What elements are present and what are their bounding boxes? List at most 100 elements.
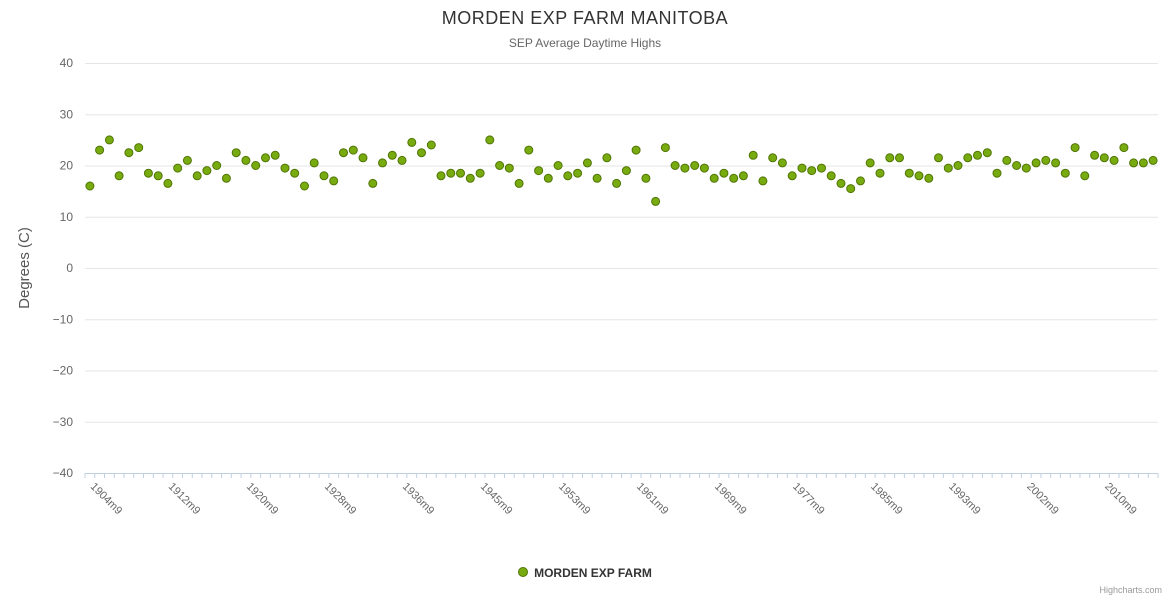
data-point[interactable]: [709, 173, 719, 183]
data-point[interactable]: [163, 178, 173, 188]
data-point[interactable]: [280, 163, 290, 173]
data-point[interactable]: [1051, 158, 1061, 168]
data-point[interactable]: [514, 178, 524, 188]
data-point[interactable]: [1138, 158, 1148, 168]
highcharts-credits[interactable]: Highcharts.com: [1099, 585, 1162, 595]
data-point[interactable]: [153, 171, 163, 181]
data-point[interactable]: [1041, 155, 1051, 165]
data-point[interactable]: [231, 148, 241, 158]
data-point[interactable]: [592, 173, 602, 183]
data-point[interactable]: [612, 178, 622, 188]
data-point[interactable]: [1031, 158, 1041, 168]
data-point[interactable]: [934, 153, 943, 163]
data-point[interactable]: [651, 196, 661, 206]
data-point[interactable]: [1119, 143, 1129, 153]
data-point[interactable]: [1060, 168, 1070, 178]
data-point[interactable]: [114, 171, 124, 181]
data-point[interactable]: [846, 184, 856, 194]
data-point[interactable]: [358, 153, 368, 163]
data-point[interactable]: [85, 181, 95, 191]
data-point[interactable]: [817, 163, 826, 173]
data-point[interactable]: [836, 178, 846, 188]
data-point[interactable]: [1021, 163, 1031, 173]
data-point[interactable]: [904, 168, 914, 178]
data-point[interactable]: [943, 163, 953, 173]
data-point[interactable]: [290, 168, 300, 178]
data-point[interactable]: [631, 145, 641, 155]
data-point[interactable]: [856, 176, 865, 186]
data-point[interactable]: [397, 155, 407, 165]
data-point[interactable]: [563, 171, 573, 181]
data-point[interactable]: [543, 173, 553, 183]
data-point[interactable]: [182, 155, 192, 165]
data-point[interactable]: [1099, 153, 1109, 163]
data-point[interactable]: [602, 153, 612, 163]
data-point[interactable]: [748, 150, 758, 160]
data-point[interactable]: [621, 166, 631, 176]
data-point[interactable]: [270, 150, 280, 160]
data-point[interactable]: [407, 137, 417, 147]
data-point[interactable]: [982, 148, 992, 158]
data-point[interactable]: [1090, 150, 1100, 160]
data-point[interactable]: [885, 153, 895, 163]
data-point[interactable]: [485, 135, 495, 145]
data-point[interactable]: [875, 168, 885, 178]
data-point[interactable]: [173, 163, 183, 173]
data-point[interactable]: [865, 158, 875, 168]
data-point[interactable]: [1129, 158, 1139, 168]
data-point[interactable]: [456, 168, 465, 178]
data-point[interactable]: [787, 171, 797, 181]
data-point[interactable]: [426, 140, 436, 150]
data-point[interactable]: [670, 161, 680, 170]
data-point[interactable]: [1109, 155, 1119, 165]
data-point[interactable]: [1070, 143, 1080, 153]
data-point[interactable]: [465, 173, 475, 183]
data-point[interactable]: [495, 161, 505, 170]
data-point[interactable]: [524, 145, 534, 155]
data-point[interactable]: [738, 171, 748, 181]
data-point[interactable]: [553, 161, 563, 170]
data-point[interactable]: [387, 150, 397, 160]
data-point[interactable]: [690, 161, 700, 170]
data-point[interactable]: [719, 168, 729, 178]
data-point[interactable]: [660, 143, 670, 153]
data-point[interactable]: [475, 168, 485, 178]
data-point[interactable]: [797, 163, 807, 173]
data-point[interactable]: [319, 171, 329, 181]
data-point[interactable]: [953, 161, 963, 170]
data-point[interactable]: [729, 173, 739, 183]
data-point[interactable]: [573, 168, 583, 178]
data-point[interactable]: [914, 171, 924, 181]
data-point[interactable]: [699, 163, 709, 173]
data-point[interactable]: [95, 145, 105, 155]
data-point[interactable]: [777, 158, 787, 168]
data-point[interactable]: [309, 158, 319, 168]
data-point[interactable]: [992, 168, 1002, 178]
data-point[interactable]: [261, 153, 270, 163]
data-point[interactable]: [104, 135, 114, 145]
data-point[interactable]: [241, 155, 251, 165]
data-point[interactable]: [641, 173, 651, 183]
data-point[interactable]: [1002, 155, 1012, 165]
data-point[interactable]: [924, 173, 934, 183]
data-point[interactable]: [436, 171, 446, 181]
data-point[interactable]: [300, 181, 309, 191]
data-point[interactable]: [251, 161, 261, 170]
data-point[interactable]: [368, 178, 378, 188]
data-point[interactable]: [758, 176, 768, 186]
data-point[interactable]: [339, 148, 348, 158]
data-point[interactable]: [807, 166, 817, 176]
legend-item[interactable]: MORDEN EXP FARM: [518, 564, 652, 582]
data-point[interactable]: [212, 161, 222, 170]
data-point[interactable]: [143, 168, 153, 178]
data-point[interactable]: [826, 171, 836, 181]
data-point[interactable]: [202, 166, 212, 176]
data-point[interactable]: [973, 150, 982, 160]
data-point[interactable]: [124, 148, 134, 158]
data-point[interactable]: [221, 173, 231, 183]
data-point[interactable]: [1012, 161, 1022, 170]
data-point[interactable]: [378, 158, 387, 168]
data-point[interactable]: [768, 153, 778, 163]
data-point[interactable]: [348, 145, 358, 155]
data-point[interactable]: [895, 153, 904, 163]
